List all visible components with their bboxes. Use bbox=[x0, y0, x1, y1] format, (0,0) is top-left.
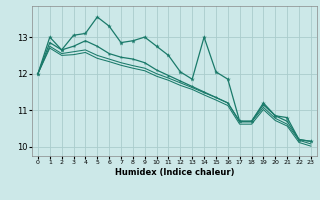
X-axis label: Humidex (Indice chaleur): Humidex (Indice chaleur) bbox=[115, 168, 234, 177]
